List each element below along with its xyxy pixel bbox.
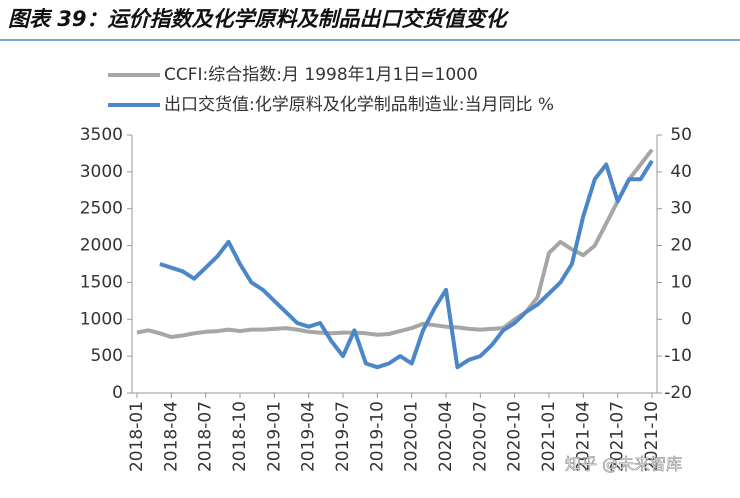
x-tick-label: 2021-10 xyxy=(642,401,662,472)
x-tick-label: 2021-01 xyxy=(539,401,559,472)
x-tick-label: 2018-10 xyxy=(230,401,250,472)
watermark: 知乎 @未来智库 xyxy=(565,455,682,474)
x-tick-label: 2020-07 xyxy=(470,401,490,472)
y-tick-label: 1000 xyxy=(80,309,123,329)
legend-label: CCFI:综合指数:月 1998年1月1日=1000 xyxy=(164,65,478,85)
y-tick-label: 3500 xyxy=(80,125,123,145)
x-tick-label: 2021-07 xyxy=(608,401,628,472)
y2-tick-label: 50 xyxy=(670,125,692,145)
y-tick-label: 0 xyxy=(112,383,123,403)
y2-tick-label: -20 xyxy=(664,383,692,403)
y2-tick-label: -10 xyxy=(664,346,692,366)
x-tick-label: 2019-04 xyxy=(299,401,319,472)
x-tick-label: 2019-07 xyxy=(333,401,353,472)
y-tick-label: 1500 xyxy=(80,272,123,292)
x-tick-label: 2020-10 xyxy=(505,401,525,472)
chart-title: 图表 39：运价指数及化学原料及制品出口交货值变化 xyxy=(8,7,510,31)
x-tick-label: 2020-01 xyxy=(402,401,422,472)
x-tick-label: 2021-04 xyxy=(573,401,593,472)
y-tick-label: 500 xyxy=(91,346,123,366)
x-tick-label: 2018-04 xyxy=(161,401,181,472)
x-tick-label: 2018-07 xyxy=(196,401,216,472)
x-tick-label: 2019-10 xyxy=(367,401,387,472)
x-tick-label: 2019-01 xyxy=(264,401,284,472)
x-tick-label: 2020-04 xyxy=(436,401,456,472)
y2-tick-label: 30 xyxy=(670,199,692,219)
y2-tick-label: 40 xyxy=(670,162,692,182)
series-line xyxy=(159,159,654,370)
y-tick-label: 3000 xyxy=(80,162,123,182)
y2-tick-label: 20 xyxy=(670,236,692,256)
series-line xyxy=(136,148,654,339)
y-tick-label: 2500 xyxy=(80,199,123,219)
y-tick-label: 2000 xyxy=(80,236,123,256)
x-tick-label: 2018-01 xyxy=(127,401,147,472)
y2-tick-label: 0 xyxy=(681,309,692,329)
legend-label: 出口交货值:化学原料及化学制品制造业:当月同比 % xyxy=(164,95,554,115)
y2-tick-label: 10 xyxy=(670,272,692,292)
